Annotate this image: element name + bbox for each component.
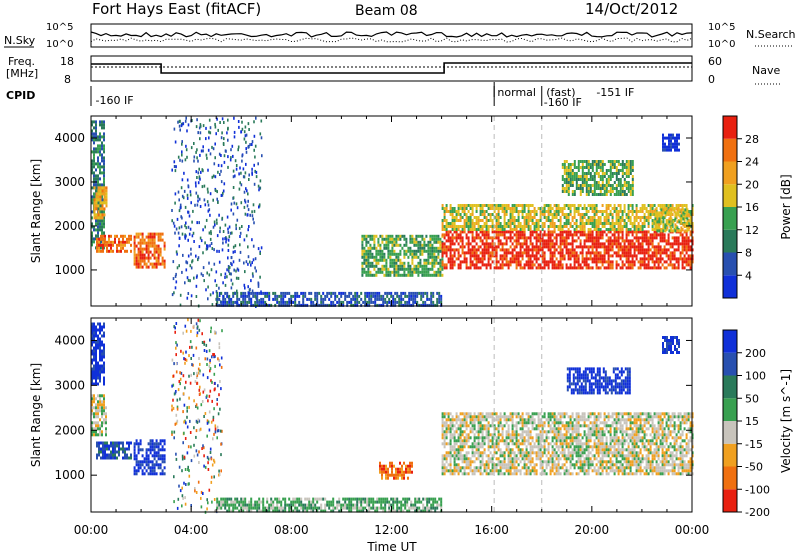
colorbar-tick-label: 200 bbox=[745, 347, 766, 360]
y-axis-label: Slant Range [km] bbox=[29, 363, 43, 467]
freq-top-tick: 18 bbox=[60, 55, 74, 68]
noise-top-tick: 10^5 bbox=[46, 22, 73, 33]
scatter-region-7 bbox=[441, 412, 694, 476]
nsky-label: N.Sky bbox=[4, 34, 36, 47]
y-tick-label: 1000 bbox=[54, 263, 85, 277]
time-axis-label: Time UT bbox=[366, 540, 417, 554]
scatter-region-11 bbox=[662, 133, 680, 152]
colorbar-tick-label: 12 bbox=[745, 224, 759, 237]
cpid-strip: -160 IF normal (fast) -151 IF -160 IF bbox=[90, 82, 634, 109]
y-axis-label: Slant Range [km] bbox=[29, 159, 43, 263]
y-tick-label: 3000 bbox=[54, 175, 85, 189]
scatter-region-4 bbox=[171, 116, 263, 308]
y-tick-label: 4000 bbox=[54, 333, 85, 347]
cpid-label-2: (fast) bbox=[546, 86, 575, 99]
noise-bottom-tick-right: 10^0 bbox=[708, 39, 735, 50]
noise-strip bbox=[90, 23, 693, 48]
scatter-region-5 bbox=[216, 497, 443, 513]
scatter-region-9 bbox=[561, 160, 634, 196]
x-tick-label: 00:00 bbox=[74, 523, 109, 537]
x-tick-label: 04:00 bbox=[174, 523, 209, 537]
colorbar-tick-label: -100 bbox=[745, 483, 770, 496]
y-tick-label: 2000 bbox=[54, 219, 85, 233]
noise-search-trace bbox=[90, 37, 693, 43]
scatter-region-5 bbox=[216, 291, 443, 307]
cpid-label-0: -160 IF bbox=[96, 94, 134, 107]
colorbar-tick-label: 28 bbox=[745, 133, 759, 146]
cpid-label-1: normal bbox=[497, 86, 536, 99]
freq-bottom-tick: 8 bbox=[64, 73, 71, 86]
scatter-region-6 bbox=[361, 234, 444, 277]
noise-bottom-tick: 10^0 bbox=[46, 39, 73, 50]
nave-bottom-tick: 0 bbox=[708, 73, 715, 86]
colorbar-tick-label: -15 bbox=[745, 438, 763, 451]
colorbar-tick-label: -200 bbox=[745, 506, 770, 519]
scatter-region-6 bbox=[379, 461, 413, 480]
noise-top-tick-right: 10^5 bbox=[708, 22, 735, 33]
power-panel: 1000 2000 3000 4000 Slant Range [km] bbox=[29, 115, 694, 308]
beam-label: Beam 08 bbox=[355, 3, 418, 19]
y-tick-label: 1000 bbox=[54, 468, 85, 482]
colorbar-tick-label: 8 bbox=[745, 247, 752, 260]
noise-sky-trace bbox=[90, 31, 693, 38]
frequency-strip bbox=[90, 55, 693, 82]
scatter-region-10 bbox=[654, 208, 691, 233]
colorbar-tick-label: 20 bbox=[745, 178, 759, 191]
cpid-label: CPID bbox=[6, 89, 35, 102]
x-tick-label: 16:00 bbox=[474, 523, 509, 537]
scatter-region-4 bbox=[171, 318, 223, 514]
nave-top-tick: 60 bbox=[708, 55, 722, 68]
y-tick-label: 4000 bbox=[54, 131, 85, 145]
scatter-region-3 bbox=[133, 232, 166, 269]
colorbar-tick-label: 15 bbox=[745, 415, 759, 428]
radar-title: Fort Hays East (fitACF) bbox=[92, 0, 261, 18]
scatter-region-0 bbox=[91, 322, 105, 386]
colorbar-label: Velocity [m s^-1] bbox=[779, 369, 793, 473]
scatter-region-3 bbox=[133, 439, 166, 476]
scatter-region-1 bbox=[93, 186, 108, 220]
colorbar-label: Power [dB] bbox=[779, 174, 793, 239]
power-colorbar: 4 8 12 16 20 24 28 Power [dB] bbox=[722, 115, 793, 299]
colorbar-tick-label: 16 bbox=[745, 201, 759, 214]
x-tick-label: 12:00 bbox=[374, 523, 409, 537]
scatter-region-9 bbox=[662, 336, 680, 354]
colorbar-tick-label: 4 bbox=[745, 269, 752, 282]
colorbar-tick-label: 100 bbox=[745, 370, 766, 383]
x-tick-label: 08:00 bbox=[274, 523, 309, 537]
frequency-trace bbox=[91, 62, 692, 74]
x-tick-label: 00:00 bbox=[675, 523, 710, 537]
colorbar-tick-label: -50 bbox=[745, 461, 763, 474]
scatter-region-1 bbox=[91, 394, 107, 437]
scatter-region-2 bbox=[96, 441, 132, 460]
nave-label: Nave bbox=[752, 64, 780, 77]
y-tick-label: 3000 bbox=[54, 378, 85, 392]
colorbar-tick-label: 50 bbox=[745, 392, 759, 405]
scatter-region-8 bbox=[566, 367, 631, 395]
date-label: 14/Oct/2012 bbox=[585, 0, 678, 18]
scatter-region-7 bbox=[441, 230, 694, 270]
freq-unit-label: [MHz] bbox=[6, 67, 38, 80]
time-axis-ticks: 00:00 04:00 08:00 12:00 16:00 20:00 00:00 bbox=[74, 523, 710, 537]
freq-label: Freq. bbox=[8, 55, 35, 68]
y-tick-label: 2000 bbox=[54, 423, 85, 437]
scatter-region-2 bbox=[96, 234, 132, 253]
velocity-colorbar: 200 100 50 15 -15 -50 -100 -200 Velocity [m s^-1… bbox=[722, 329, 793, 519]
velocity-panel: 1000 2000 3000 4000 Slant Range [km] bbox=[29, 317, 694, 514]
colorbar-tick-label: 24 bbox=[745, 156, 759, 169]
cpid-label-4: -160 IF bbox=[544, 96, 582, 109]
scatter-region-0 bbox=[91, 120, 105, 250]
x-tick-label: 20:00 bbox=[575, 523, 610, 537]
nsearch-label: N.Search bbox=[746, 28, 796, 41]
cpid-label-3: -151 IF bbox=[596, 86, 634, 99]
